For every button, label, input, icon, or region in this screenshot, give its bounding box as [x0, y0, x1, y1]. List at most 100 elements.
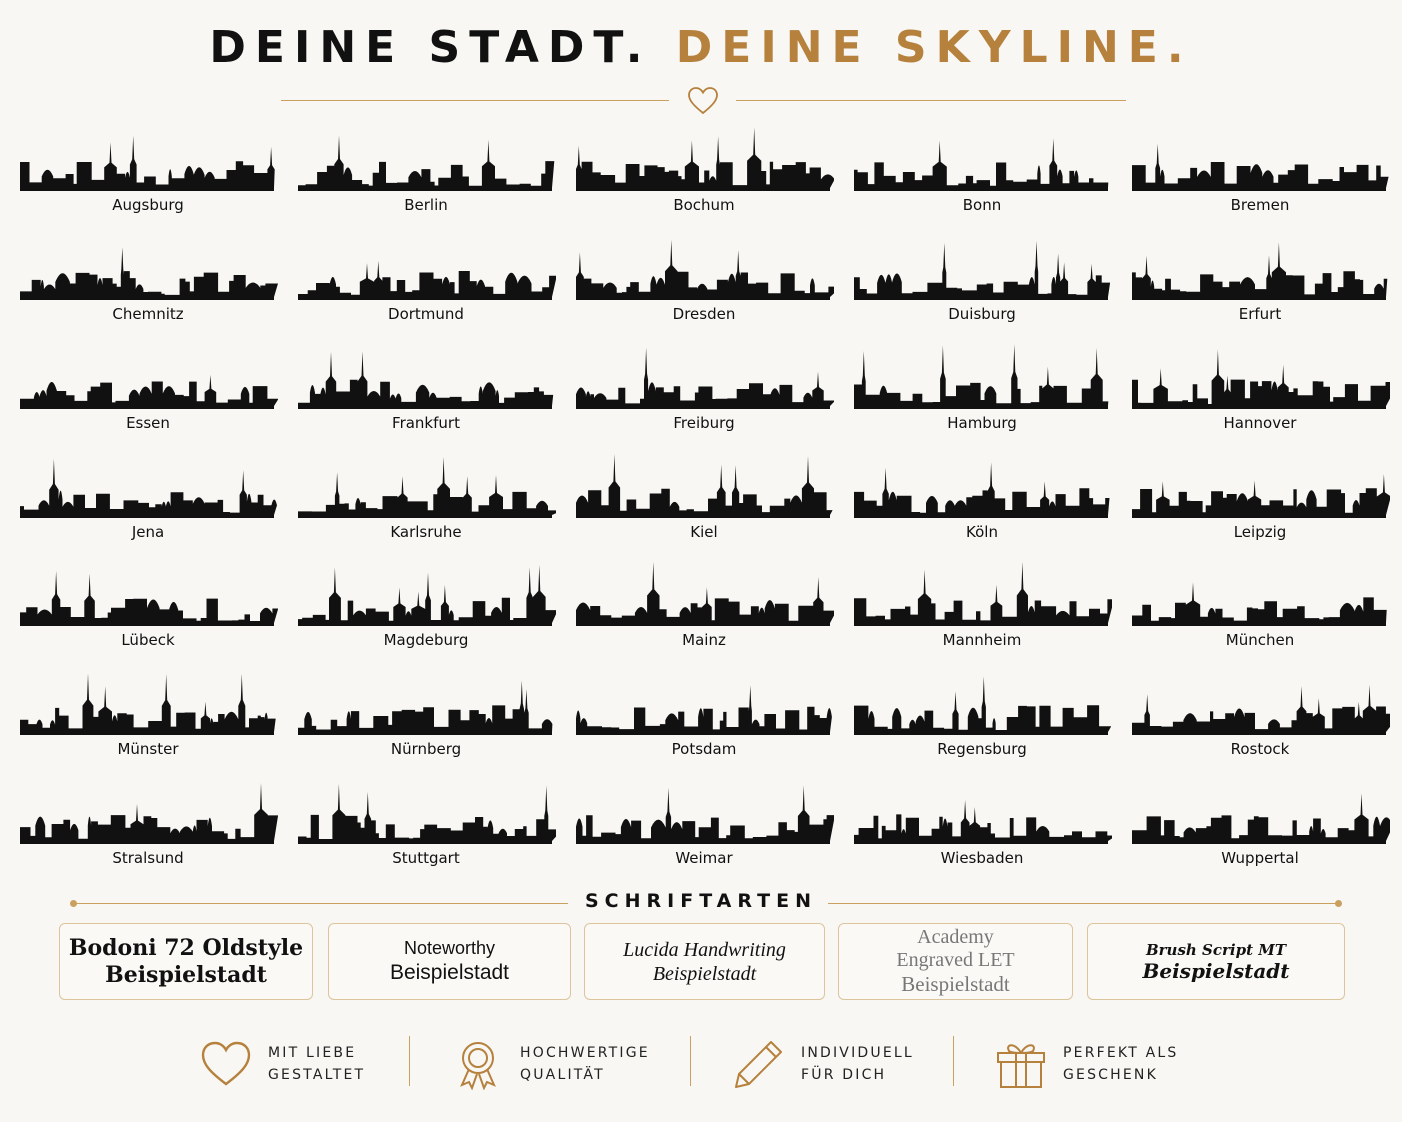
city-skyline-icon [854, 240, 1111, 300]
skyline-card: Karlsruhe [296, 443, 556, 552]
skyline-card: Münster [18, 660, 278, 769]
city-name: Wuppertal [1221, 849, 1299, 868]
font-name: Brush Script MT [1145, 940, 1287, 959]
font-option-academy-engraved[interactable]: Academy Engraved LET Beispielstadt [838, 923, 1073, 1000]
city-name: Frankfurt [392, 413, 460, 432]
city-skyline-icon [298, 565, 556, 627]
skyline-card: Essen [18, 334, 278, 443]
city-name: Mainz [682, 631, 726, 650]
feature-individual: INDIVIDUELL FÜR DICH [733, 1036, 914, 1092]
city-name: Rostock [1230, 740, 1290, 759]
skyline-card: Bochum [574, 116, 834, 225]
city-name: Regensburg [937, 740, 1027, 759]
title-part-2: DEINE SKYLINE. [675, 22, 1193, 73]
skyline-card: Chemnitz [18, 225, 278, 334]
city-skyline-icon [1132, 143, 1389, 191]
city-name: Stuttgart [392, 849, 460, 868]
city-name: Erfurt [1238, 304, 1282, 323]
city-skyline-icon [576, 785, 834, 845]
feature-line2: GESCHENK [1063, 1067, 1158, 1083]
city-skyline-icon [298, 784, 556, 845]
city-name: Leipzig [1233, 522, 1287, 541]
font-option-brush-script[interactable]: Brush Script MT Beispielstadt [1087, 923, 1345, 1000]
feature-line1: MIT LIEBE [268, 1045, 357, 1061]
fonts-rule-right [828, 903, 1338, 904]
city-name: Essen [126, 413, 170, 432]
city-skyline-icon [576, 562, 834, 627]
city-skyline-icon [576, 127, 834, 191]
skyline-card: Berlin [296, 116, 556, 225]
font-option-lucida-handwriting[interactable]: Lucida Handwriting Beispielstadt [584, 923, 825, 1000]
font-sample: Beispielstadt [901, 972, 1010, 997]
city-skyline-icon [854, 562, 1112, 627]
city-name: Stralsund [112, 849, 184, 868]
font-name-line2: Engraved LET [896, 949, 1015, 972]
city-skyline-icon [854, 343, 1109, 409]
skyline-card: Stuttgart [296, 769, 556, 878]
font-name: Noteworthy [403, 938, 496, 959]
skyline-card: Bremen [1130, 116, 1390, 225]
font-name: Bodoni 72 Oldstyle [68, 935, 304, 962]
font-option-noteworthy[interactable]: Noteworthy Beispielstadt [328, 923, 571, 1000]
city-name: Kiel [690, 522, 718, 541]
font-sample: Beispielstadt [1142, 958, 1290, 983]
skyline-card: Nürnberg [296, 660, 556, 769]
feature-line2: FÜR DICH [801, 1067, 887, 1083]
city-name: Lübeck [121, 631, 175, 650]
city-name: Dresden [672, 304, 736, 323]
feature-text: HOCHWERTIGE QUALITÄT [520, 1042, 650, 1086]
city-name: Dortmund [388, 304, 464, 323]
city-skyline-icon [576, 347, 834, 409]
feature-line2: QUALITÄT [520, 1067, 605, 1083]
city-skyline-icon [20, 783, 278, 845]
city-skyline-icon [298, 260, 556, 300]
city-name: Wiesbaden [940, 849, 1024, 868]
skyline-card: Mannheim [852, 551, 1112, 660]
feature-line2: GESTALTET [268, 1067, 366, 1083]
skyline-card: Frankfurt [296, 334, 556, 443]
skyline-card: Weimar [574, 769, 834, 878]
font-option-bodoni[interactable]: Bodoni 72 Oldstyle Beispielstadt [59, 923, 313, 1000]
city-skyline-icon [1132, 241, 1388, 300]
skyline-card: Kiel [574, 443, 834, 552]
fonts-rule-left [74, 903, 568, 904]
city-skyline-icon [1132, 349, 1390, 409]
city-skyline-icon [298, 680, 553, 736]
city-name: Bochum [673, 196, 735, 214]
city-skyline-icon [1132, 684, 1390, 736]
feature-divider [953, 1036, 954, 1086]
city-name: Augsburg [112, 196, 184, 214]
city-skyline-icon [576, 239, 834, 300]
city-skyline-icon [1132, 582, 1387, 627]
city-name: Duisburg [948, 304, 1016, 323]
city-name: Köln [966, 522, 998, 541]
skyline-card: Duisburg [852, 225, 1112, 334]
feature-line1: PERFEKT ALS [1063, 1045, 1179, 1061]
city-skyline-icon [20, 246, 278, 300]
city-name: Chemnitz [112, 304, 184, 323]
skyline-card: Stralsund [18, 769, 278, 878]
skyline-card: Freiburg [574, 334, 834, 443]
font-name-line1: Academy [917, 926, 994, 949]
feature-quality: HOCHWERTIGE QUALITÄT [452, 1036, 650, 1092]
skyline-card: Wiesbaden [852, 769, 1112, 878]
city-skyline-icon [298, 456, 556, 518]
city-skyline-icon [298, 135, 555, 191]
city-name: Mannheim [942, 631, 1022, 650]
city-skyline-icon [20, 458, 277, 518]
pencil-icon [735, 1041, 782, 1088]
city-name: Berlin [404, 196, 448, 214]
city-skyline-icon [854, 800, 1112, 845]
fonts-heading: SCHRIFTARTEN [584, 890, 817, 912]
city-name: München [1225, 631, 1295, 650]
feature-text: MIT LIEBE GESTALTET [268, 1042, 365, 1086]
skyline-card: Köln [852, 443, 1112, 552]
feature-line1: HOCHWERTIGE [520, 1045, 650, 1061]
font-sample: Beispielstadt [389, 960, 510, 984]
skyline-card: Hannover [1130, 334, 1390, 443]
skyline-card: Dortmund [296, 225, 556, 334]
skyline-card: Dresden [574, 225, 834, 334]
city-skyline-icon [20, 673, 276, 736]
skyline-card: Augsburg [18, 116, 278, 225]
city-name: Jena [131, 522, 165, 541]
